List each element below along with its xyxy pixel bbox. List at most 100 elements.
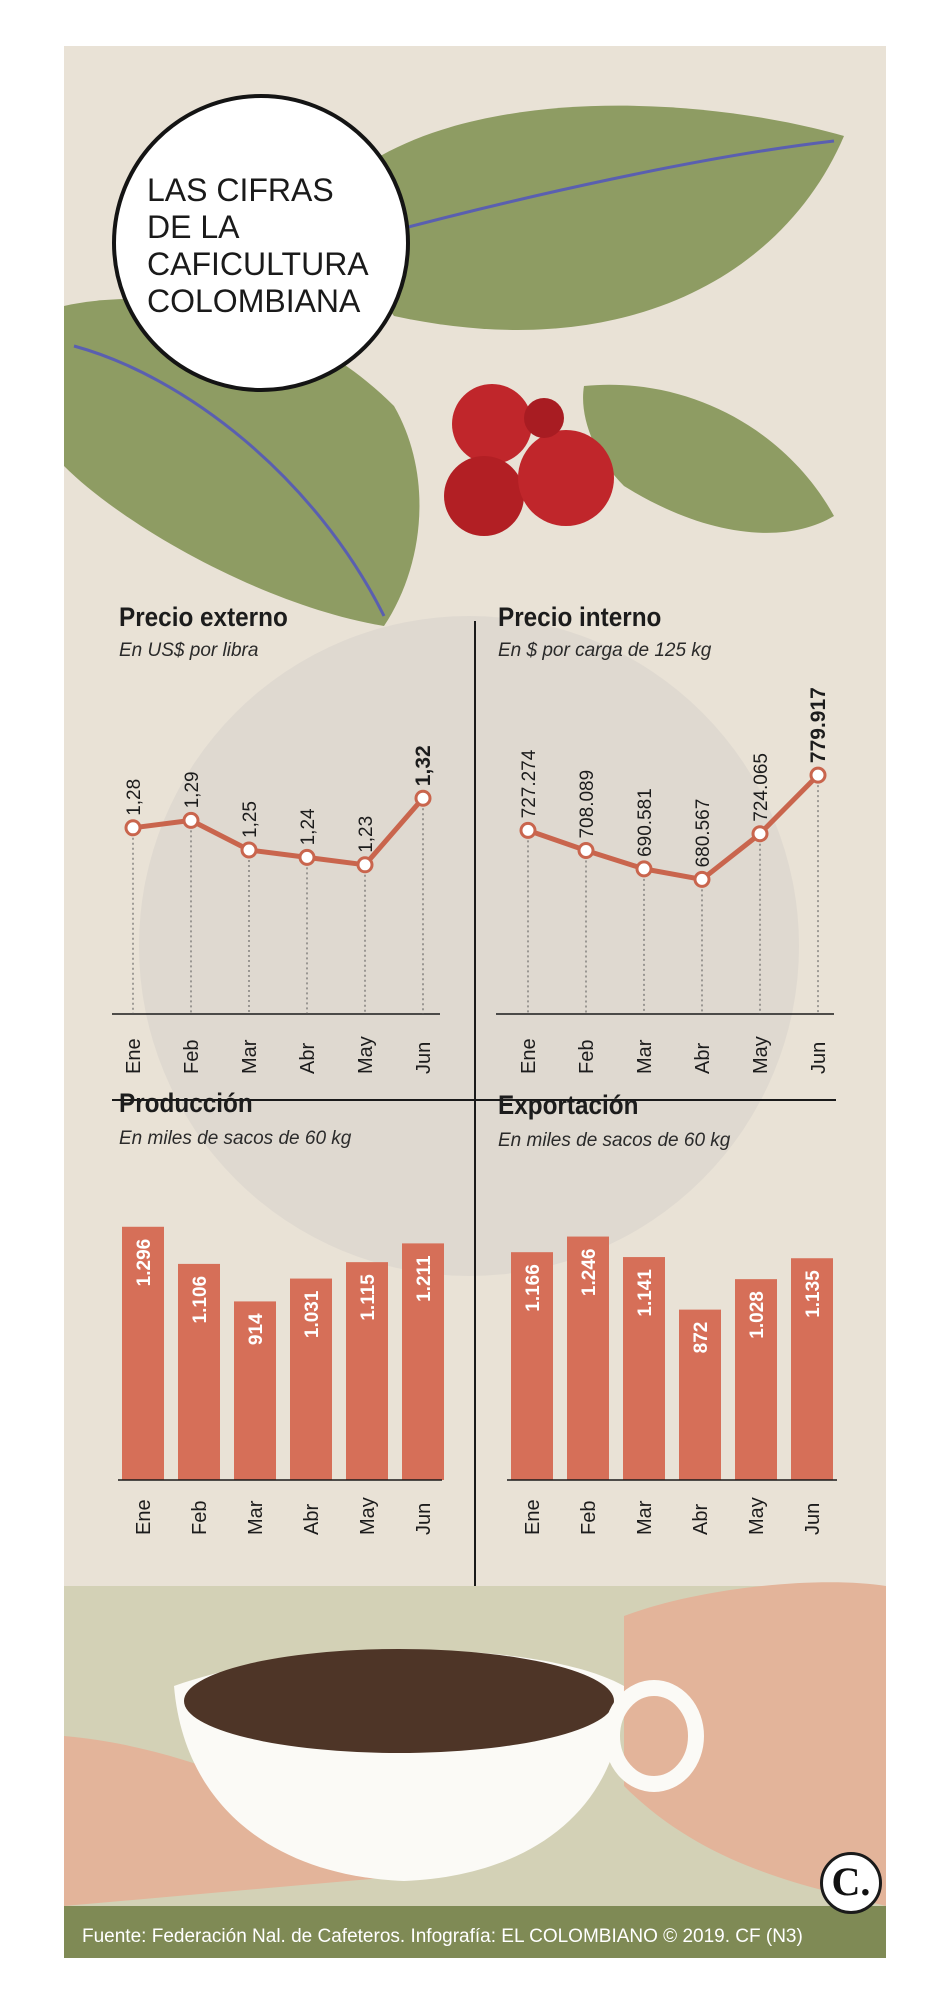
precio-interno-value-label: 727.274 [519, 749, 540, 818]
exportacion-tick-label: Ene [522, 1499, 544, 1535]
chart-subtitle-produccion: En miles de sacos de 60 kg [119, 1128, 352, 1149]
leaf-vein [73, 344, 386, 617]
precio-externo-point [356, 856, 374, 874]
leaf-top-right [354, 105, 844, 330]
precio-externo-point [124, 819, 142, 837]
exportacion-value-label: 1.135 [803, 1270, 824, 1318]
horizontal-divider [112, 1099, 836, 1101]
produccion-tick-label: Feb [189, 1501, 211, 1535]
exportacion-value-label: 1.166 [523, 1264, 544, 1312]
coffee-berry [518, 430, 614, 526]
exportacion-tick-label: Feb [578, 1501, 600, 1535]
precio-externo-tick-label: May [355, 1036, 377, 1074]
chart-title-precio-interno: Precio interno [498, 602, 662, 632]
precio-interno-tick-label: Jun [808, 1042, 830, 1074]
hand-right [624, 1582, 886, 1906]
exportacion-tick-label: Abr [690, 1504, 712, 1535]
coffee-berry [524, 398, 564, 438]
precio-externo-point [298, 848, 316, 866]
coffee-berry [444, 456, 524, 536]
precio-interno-tick-label: Mar [634, 1039, 656, 1074]
precio-interno-point [751, 825, 769, 843]
produccion-value-label: 1.031 [302, 1290, 323, 1338]
produccion-tick-label: Ene [133, 1499, 155, 1535]
leaf-vein [373, 139, 835, 238]
precio-externo-tick-label: Feb [181, 1040, 203, 1074]
exportacion-bar [511, 1252, 553, 1480]
precio-interno-tick-label: Feb [576, 1040, 598, 1074]
precio-externo-value-label: 1,29 [182, 771, 203, 808]
precio-interno-series-line [527, 773, 820, 882]
exportacion-tick-label: May [746, 1497, 768, 1535]
precio-interno-value-label: 779.917 [807, 687, 830, 763]
produccion-bar [178, 1263, 220, 1480]
precio-interno-point [809, 766, 827, 784]
precio-externo-value-label: 1,24 [298, 808, 319, 845]
footer-band [64, 1906, 886, 1958]
precio-externo-point [182, 811, 200, 829]
precio-externo-tick-label: Jun [413, 1042, 435, 1074]
precio-interno-tick-label: Ene [518, 1038, 540, 1074]
source-footer: Fuente: Federación Nal. de Cafeteros. In… [82, 1926, 803, 1947]
produccion-value-label: 1.106 [190, 1276, 211, 1324]
leaf-right-lower [583, 384, 834, 533]
produccion-tick-label: Mar [245, 1500, 267, 1535]
title-circle: LAS CIFRAS DE LA CAFICULTURA COLOMBIANA [112, 94, 410, 392]
exportacion-value-label: 1.028 [747, 1291, 768, 1339]
precio-interno-point [519, 821, 537, 839]
produccion-bar [234, 1301, 276, 1480]
chart-title-precio-externo: Precio externo [119, 602, 288, 632]
produccion-bar [402, 1243, 444, 1480]
precio-interno-point [635, 860, 653, 878]
exportacion-bar [679, 1309, 721, 1480]
precio-interno-tick-label: Abr [692, 1043, 714, 1074]
precio-interno-value-label: 680.567 [693, 799, 714, 868]
background-art [64, 105, 886, 1958]
chart-subtitle-precio-externo: En US$ por libra [119, 640, 259, 661]
precio-interno-tick-label: May [750, 1036, 772, 1074]
produccion-value-label: 1.115 [358, 1274, 379, 1321]
exportacion-tick-label: Mar [634, 1500, 656, 1535]
chart-subtitle-exportacion: En miles de sacos de 60 kg [498, 1130, 731, 1151]
poster-title: LAS CIFRAS DE LA CAFICULTURA COLOMBIANA [147, 172, 369, 319]
precio-externo-value-label: 1,28 [124, 779, 145, 816]
exportacion-bar [735, 1279, 777, 1480]
precio-interno-value-label: 690.581 [635, 788, 656, 857]
produccion-bar [290, 1278, 332, 1480]
exportacion-tick-label: Jun [802, 1503, 824, 1535]
precio-interno-point [577, 842, 595, 860]
produccion-bar [346, 1262, 388, 1480]
precio-externo-series-line [132, 796, 425, 868]
precio-externo-point [414, 789, 432, 807]
precio-externo-value-label: 1,25 [240, 801, 261, 838]
el-colombiano-logo: C. [820, 1852, 882, 1914]
produccion-bar [122, 1226, 164, 1480]
vertical-divider [474, 621, 476, 1586]
produccion-value-label: 914 [246, 1313, 267, 1345]
precio-externo-value-label: 1,23 [356, 816, 377, 853]
cup-handle [604, 1680, 704, 1792]
coffee-surface [184, 1649, 614, 1753]
exportacion-bar [791, 1258, 833, 1480]
chart-title-produccion: Producción [119, 1088, 253, 1118]
chart-title-exportacion: Exportación [498, 1090, 639, 1120]
produccion-value-label: 1.296 [134, 1239, 155, 1287]
exportacion-value-label: 1.141 [635, 1269, 656, 1317]
watermark-logo [139, 616, 799, 1276]
coffee-berry [452, 384, 532, 464]
produccion-tick-label: Jun [413, 1503, 435, 1535]
precio-interno-point [693, 870, 711, 888]
precio-externo-tick-label: Ene [123, 1038, 145, 1074]
produccion-tick-label: Abr [301, 1504, 323, 1535]
infographic-poster: LAS CIFRAS DE LA CAFICULTURA COLOMBIANA … [64, 46, 886, 1958]
precio-externo-tick-label: Abr [297, 1043, 319, 1074]
produccion-value-label: 1.211 [414, 1255, 435, 1302]
leaf-left [64, 299, 420, 626]
exportacion-bar [567, 1236, 609, 1480]
chart-subtitle-precio-interno: En $ por carga de 125 kg [498, 640, 712, 661]
exportacion-value-label: 872 [691, 1322, 712, 1354]
precio-interno-value-label: 724.065 [751, 753, 772, 822]
precio-externo-value-label: 1,32 [412, 745, 435, 786]
produccion-tick-label: May [357, 1497, 379, 1535]
precio-externo-point [240, 841, 258, 859]
